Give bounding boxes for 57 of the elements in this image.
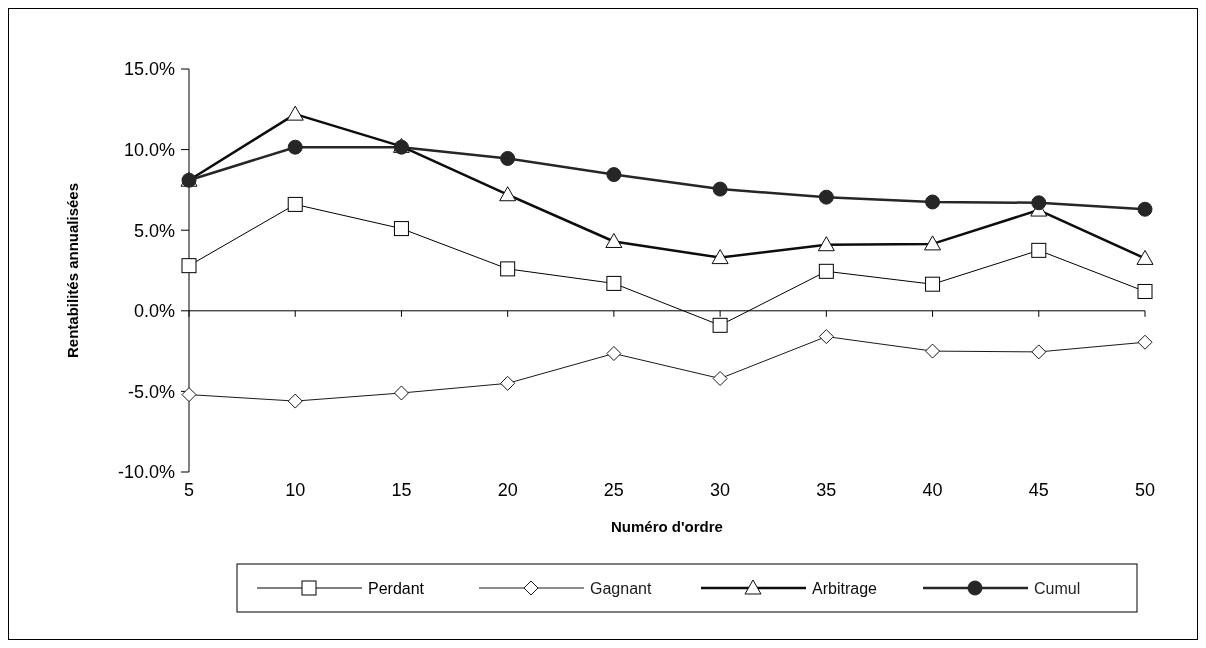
x-tick-label: 45 [1028, 480, 1049, 500]
point [181, 387, 197, 403]
text: Arbitrage [812, 579, 878, 597]
point [818, 329, 834, 345]
point [286, 105, 304, 121]
x-tick-label: 25 [603, 480, 624, 500]
point [605, 232, 623, 248]
point [500, 261, 516, 277]
text: Gagnant [590, 579, 652, 597]
point [925, 194, 941, 210]
x-tick-label: 35 [816, 480, 837, 500]
point [287, 196, 303, 212]
point [606, 167, 622, 183]
point [500, 375, 516, 391]
point [1031, 344, 1047, 360]
point [818, 263, 834, 279]
point [1137, 334, 1153, 350]
point [606, 346, 622, 362]
point [287, 393, 303, 409]
point [925, 276, 941, 292]
x-tick-label: 30 [710, 480, 731, 500]
point [393, 385, 409, 401]
point [924, 235, 942, 251]
x-tick-label: 50 [1134, 480, 1156, 500]
point [393, 221, 409, 237]
point [925, 343, 941, 359]
point [500, 150, 516, 166]
y-axis-title: Rentabilités annualisées [64, 182, 81, 359]
point [817, 236, 835, 252]
x-tick-label: 15 [391, 480, 412, 500]
point [181, 258, 197, 274]
x-axis-title: Numéro d'ordre [611, 518, 723, 535]
point [606, 275, 622, 291]
point [1137, 201, 1153, 217]
point [712, 371, 728, 386]
point [1137, 283, 1153, 299]
y-tick-label: 15.0% [123, 59, 175, 80]
point [711, 249, 729, 265]
text: Cumul [1034, 579, 1081, 597]
point [1136, 249, 1154, 265]
point [712, 181, 728, 197]
y-tick-label: 5.0% [133, 220, 175, 241]
point [499, 186, 517, 202]
y-tick-label: -5.0% [127, 381, 175, 402]
x-tick-label: 5 [183, 480, 195, 500]
y-tick-label: -10.0% [117, 462, 175, 483]
point [1031, 242, 1047, 258]
x-tick-label: 20 [497, 480, 518, 500]
point [712, 317, 728, 333]
point [287, 139, 303, 155]
x-tick-label: 40 [922, 480, 943, 500]
point [818, 189, 834, 205]
y-tick-label: 10.0% [123, 139, 175, 160]
point [1031, 195, 1047, 211]
text: Perdant [368, 579, 425, 597]
y-tick-label: 0.0% [133, 301, 175, 322]
x-tick-label: 10 [285, 480, 306, 500]
